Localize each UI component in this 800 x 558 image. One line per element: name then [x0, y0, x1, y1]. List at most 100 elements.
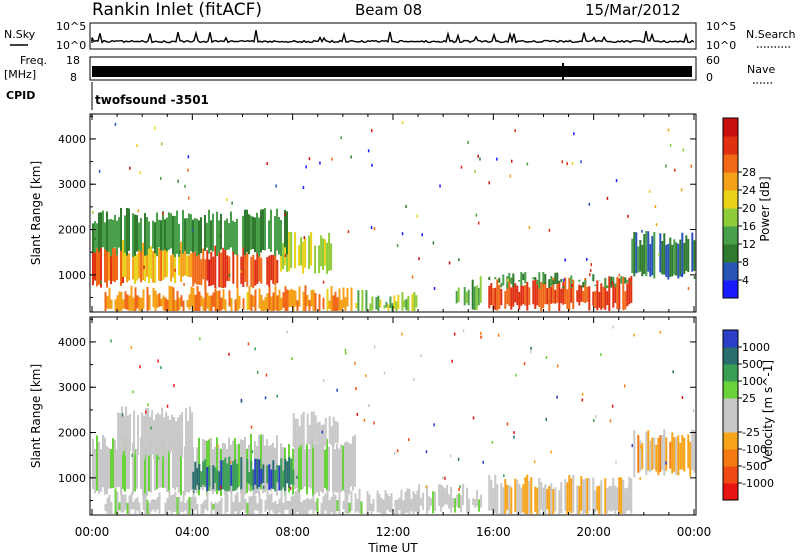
- velocity-cell: [367, 491, 369, 514]
- velocity-cell: [143, 493, 145, 510]
- velocity-cell: [274, 470, 276, 491]
- power-speck: [496, 158, 498, 161]
- velocity-cell: [207, 492, 209, 511]
- velocity-speck: [357, 413, 359, 416]
- velocity-cell: [163, 417, 165, 455]
- velocity-cell: [119, 413, 121, 460]
- power-cell: [172, 253, 174, 278]
- power-cell: [191, 287, 193, 307]
- velocity-cell: [147, 500, 149, 514]
- power-cell: [114, 215, 116, 248]
- power-cell: [395, 301, 397, 311]
- power-cell: [186, 255, 188, 276]
- velocity-speck: [336, 389, 338, 392]
- velocity-cell: [301, 415, 303, 445]
- velocity-cell: [125, 407, 127, 457]
- velocity-cell: [202, 461, 204, 484]
- velocity-cell: [255, 496, 257, 511]
- freq-tick-bottom: 8: [70, 71, 77, 84]
- velocity-speck: [139, 365, 141, 368]
- x-tick-label: 20:00: [576, 525, 611, 539]
- velocity-cell: [478, 499, 480, 511]
- power-cell: [148, 221, 150, 248]
- power-cell: [518, 280, 520, 282]
- velocity-speck: [251, 426, 253, 429]
- power-cell: [236, 254, 238, 288]
- velocity-cell: [369, 494, 371, 510]
- velocity-cell: [409, 489, 411, 514]
- velocity-cell: [304, 449, 306, 486]
- power-cell: [671, 245, 673, 277]
- velocity-speck: [513, 431, 515, 434]
- velocity-speck: [230, 461, 232, 464]
- power-cell: [556, 281, 558, 303]
- power-cell: [397, 295, 399, 310]
- velocity-cell: [189, 497, 191, 514]
- power-cell: [624, 277, 626, 283]
- velocity-speck: [498, 334, 500, 337]
- velocity-cell: [155, 414, 157, 455]
- velocity-cell: [536, 488, 538, 514]
- power-cell: [231, 298, 233, 311]
- velocity-cell: [155, 500, 157, 513]
- velocity-speck: [503, 474, 505, 477]
- power-cell: [314, 246, 316, 274]
- velocity-cell: [129, 496, 131, 515]
- power-cell: [262, 209, 264, 250]
- power-cell: [220, 253, 222, 288]
- power-cell: [637, 246, 639, 272]
- colorbar-swatch: [723, 415, 738, 433]
- velocity-cell: [297, 488, 299, 512]
- power-cell: [498, 285, 500, 309]
- velocity-cell: [693, 430, 695, 473]
- power-cell: [305, 285, 307, 311]
- power-speck: [681, 274, 683, 277]
- power-cell: [287, 290, 289, 311]
- power-cell: [144, 213, 146, 256]
- power-cell: [582, 282, 584, 288]
- velocity-speck: [433, 423, 435, 426]
- power-cell: [318, 245, 320, 273]
- velocity-cell: [157, 497, 159, 509]
- power-cell: [675, 242, 677, 275]
- velocity-speck: [530, 347, 532, 350]
- power-cell: [663, 233, 665, 274]
- power-speck: [154, 127, 156, 130]
- velocity-cell: [516, 480, 518, 514]
- velocity-speck: [263, 486, 265, 489]
- velocity-cell: [98, 442, 100, 494]
- velocity-cell: [413, 491, 415, 514]
- velocity-cell: [309, 425, 311, 445]
- power-cell: [673, 239, 675, 274]
- power-cell: [271, 297, 273, 312]
- velocity-cell: [237, 492, 239, 514]
- power-cell: [614, 284, 616, 287]
- velocity-cell: [125, 495, 127, 510]
- power-cell: [276, 260, 278, 283]
- velocity-cell: [426, 485, 428, 514]
- power-cell: [582, 291, 584, 302]
- power-cell: [202, 249, 204, 280]
- power-cell: [224, 249, 226, 287]
- velocity-cell: [568, 475, 570, 512]
- power-ylabel: Slant Range [km]: [29, 161, 43, 265]
- velocity-speck: [450, 454, 452, 457]
- velocity-cell: [450, 487, 452, 513]
- power-speck: [162, 212, 164, 215]
- velocity-cell: [480, 495, 482, 508]
- power-cell: [190, 253, 192, 277]
- power-cell: [242, 216, 244, 248]
- power-cell: [494, 277, 496, 279]
- velocity-cell: [232, 461, 234, 491]
- power-cell: [653, 232, 655, 278]
- velocity-speck: [546, 418, 548, 421]
- velocity-speck: [408, 438, 410, 441]
- velocity-speck: [254, 347, 256, 350]
- power-cell: [175, 300, 177, 311]
- velocity-cell: [280, 458, 282, 490]
- power-speck: [589, 203, 591, 206]
- power-cell: [117, 295, 119, 311]
- velocity-speck: [619, 477, 621, 480]
- power-cell: [323, 298, 325, 310]
